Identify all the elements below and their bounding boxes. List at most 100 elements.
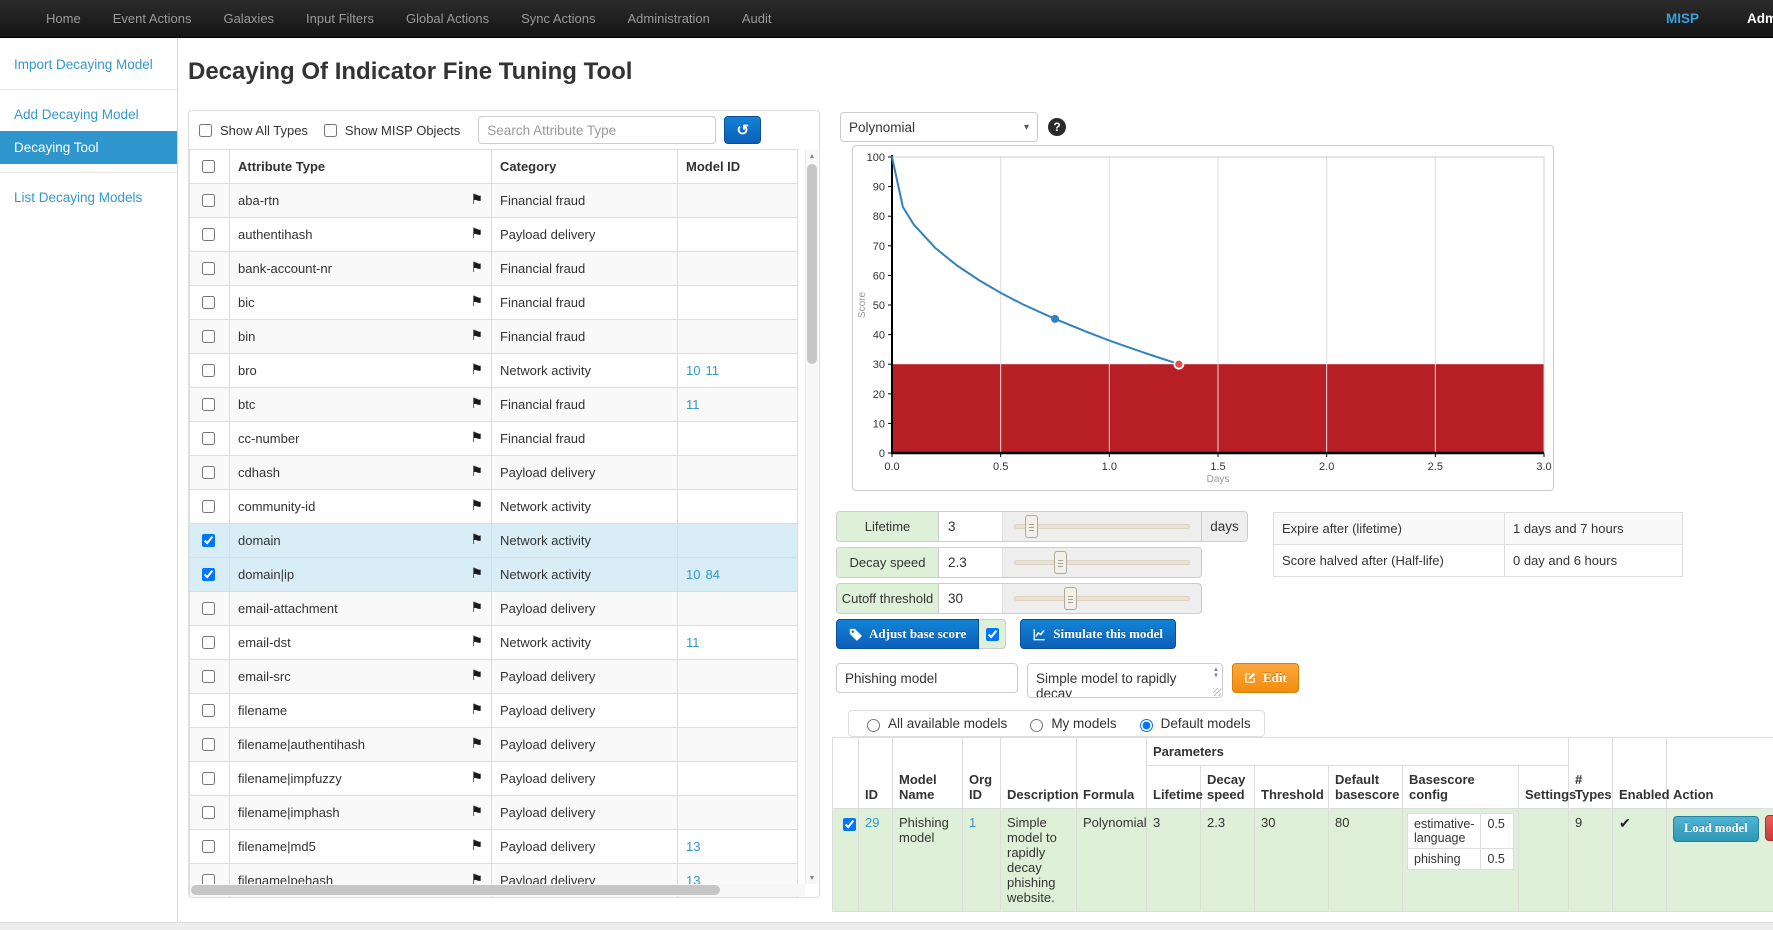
model-id-link-11[interactable]: 11 — [686, 635, 700, 650]
adjust-base-score-checkbox[interactable] — [986, 628, 999, 641]
formula-select[interactable]: Polynomial ▾ — [840, 112, 1038, 142]
nav-item-administration[interactable]: Administration — [612, 11, 726, 26]
model-id-link[interactable]: 29 — [865, 815, 879, 830]
lifetime-slider[interactable] — [1003, 512, 1201, 541]
show-all-types-checkbox[interactable] — [199, 124, 212, 137]
sidebar-item-decaying-tool[interactable]: Decaying Tool — [0, 131, 177, 164]
textarea-scroll-arrows[interactable]: ▲ ▼ — [1213, 667, 1219, 679]
nav-item-galaxies[interactable]: Galaxies — [207, 11, 290, 26]
radio-my-models[interactable] — [1030, 719, 1043, 732]
load-model-button[interactable]: Load model — [1673, 816, 1759, 842]
attribute-checkbox-filename-impfuzzy[interactable] — [202, 772, 215, 785]
attribute-checkbox-bank-account-nr[interactable] — [202, 262, 215, 275]
nav-item-global-actions[interactable]: Global Actions — [390, 11, 505, 26]
adjust-base-score-label: Adjust base score — [869, 626, 966, 642]
cutoff-threshold-slider[interactable] — [1003, 584, 1201, 613]
attribute-checkbox-filename[interactable] — [202, 704, 215, 717]
attribute-model-id-cell: 11 — [678, 626, 798, 660]
model-id-link-13[interactable]: 13 — [686, 839, 700, 854]
attribute-type-label: bin — [238, 329, 255, 344]
attribute-checkbox-email-dst[interactable] — [202, 636, 215, 649]
scroll-down-icon[interactable]: ▼ — [806, 872, 818, 884]
attribute-checkbox-filename-imphash[interactable] — [202, 806, 215, 819]
cutoff-threshold-value-input[interactable]: 30 — [939, 584, 1003, 613]
attribute-table-header: Attribute Type Category Model ID — [190, 150, 798, 184]
attribute-table-vertical-scrollbar[interactable]: ▲ ▼ — [805, 150, 818, 884]
vertical-scrollbar-thumb[interactable] — [807, 164, 817, 364]
model-form: Simple model to rapidly decay ▲ ▼ Edit — [836, 663, 1299, 698]
attribute-row-checkbox-cell — [190, 524, 230, 558]
window-bottom-scrollbar[interactable] — [0, 922, 1773, 930]
select-all-checkbox[interactable] — [202, 160, 215, 173]
admin-menu[interactable]: Admin — [1747, 11, 1773, 26]
attribute-checkbox-cc-number[interactable] — [202, 432, 215, 445]
attribute-row-filename-sha1: filename|sha1⚑Payload delivery13 — [190, 898, 798, 899]
nav-item-event-actions[interactable]: Event Actions — [97, 11, 208, 26]
col-settings: Settings — [1519, 766, 1569, 809]
attribute-checkbox-community-id[interactable] — [202, 500, 215, 513]
edit-model-button[interactable]: Edit — [1232, 663, 1299, 693]
lifetime-value-input[interactable]: 3 — [939, 512, 1003, 541]
cutoff-threshold-slider-handle[interactable] — [1064, 587, 1077, 610]
attribute-type-label: authentihash — [238, 227, 312, 242]
attribute-checkbox-authentihash[interactable] — [202, 228, 215, 241]
attribute-checkbox-bro[interactable] — [202, 364, 215, 377]
nav-item-sync-actions[interactable]: Sync Actions — [505, 11, 611, 26]
attribute-row-cc-number: cc-number⚑Financial fraud — [190, 422, 798, 456]
nav-item-audit[interactable]: Audit — [726, 11, 788, 26]
decay-speed-slider-handle[interactable] — [1054, 551, 1067, 574]
radio-all-available-models[interactable] — [867, 719, 880, 732]
misp-brand-link[interactable]: MISP — [1666, 11, 1699, 26]
search-attribute-input[interactable] — [478, 116, 716, 144]
attribute-checkbox-filename-authentihash[interactable] — [202, 738, 215, 751]
attribute-checkbox-btc[interactable] — [202, 398, 215, 411]
help-icon[interactable]: ? — [1048, 118, 1066, 136]
model-id-link-84[interactable]: 84 — [705, 567, 719, 582]
scroll-up-icon[interactable]: ▲ — [806, 150, 818, 162]
model-id-link-11[interactable]: 11 — [686, 397, 700, 412]
sidebar-item-list-decaying-models[interactable]: List Decaying Models — [0, 181, 177, 214]
adjust-base-score-button[interactable]: Adjust base score — [836, 619, 979, 649]
sidebar-item-import-decaying-model[interactable]: Import Decaying Model — [0, 48, 177, 81]
decay-speed-slider-track[interactable] — [1014, 560, 1190, 565]
model-id-link-10[interactable]: 10 — [686, 567, 700, 582]
attribute-checkbox-email-src[interactable] — [202, 670, 215, 683]
nav-item-input-filters[interactable]: Input Filters — [290, 11, 390, 26]
nav-item-home[interactable]: Home — [30, 11, 97, 26]
show-misp-objects-checkbox[interactable] — [324, 124, 337, 137]
org-id-link[interactable]: 1 — [969, 815, 976, 830]
simulate-model-button[interactable]: Simulate this model — [1020, 619, 1176, 649]
model-id-link-10[interactable]: 10 — [686, 363, 700, 378]
lifetime-slider-track[interactable] — [1014, 524, 1190, 529]
lifetime-slider-handle[interactable] — [1025, 515, 1038, 538]
horizontal-scrollbar-thumb[interactable] — [191, 885, 720, 895]
attribute-checkbox-domain-ip[interactable] — [202, 568, 215, 581]
attribute-checkbox-bin[interactable] — [202, 330, 215, 343]
attribute-type-cell: cdhash⚑ — [230, 456, 492, 490]
decay-speed-slider[interactable] — [1003, 548, 1201, 577]
sidebar-item-add-decaying-model[interactable]: Add Decaying Model — [0, 98, 177, 131]
attribute-checkbox-domain[interactable] — [202, 534, 215, 547]
model-description-textarea[interactable]: Simple model to rapidly decay ▲ ▼ — [1027, 663, 1223, 698]
attribute-row-filename-impfuzzy: filename|impfuzzy⚑Payload delivery — [190, 762, 798, 796]
attribute-row-checkbox-cell — [190, 456, 230, 490]
disable-model-button[interactable] — [1765, 815, 1773, 841]
resize-handle-icon[interactable] — [1213, 688, 1221, 696]
attribute-checkbox-email-attachment[interactable] — [202, 602, 215, 615]
model-row-checkbox[interactable] — [843, 818, 856, 831]
expiration-info-table: Expire after (lifetime)1 days and 7 hour… — [1273, 512, 1683, 577]
model-name-input[interactable] — [836, 663, 1018, 693]
attribute-checkbox-bic[interactable] — [202, 296, 215, 309]
radio-default-models[interactable] — [1140, 719, 1153, 732]
model-id-link-11[interactable]: 11 — [705, 363, 719, 378]
flag-icon: ⚑ — [470, 431, 483, 444]
info-row-score-halved-after-half-life: Score halved after (Half-life)0 day and … — [1274, 545, 1683, 577]
attribute-checkbox-cdhash[interactable] — [202, 466, 215, 479]
attribute-checkbox-filename-md5[interactable] — [202, 840, 215, 853]
refresh-search-button[interactable]: ↺ — [724, 116, 761, 144]
attribute-table-horizontal-scrollbar[interactable] — [190, 884, 805, 896]
cutoff-threshold-slider-track[interactable] — [1014, 596, 1190, 601]
decay-speed-value-input[interactable]: 2.3 — [939, 548, 1003, 577]
spin-down-icon[interactable]: ▼ — [1213, 673, 1219, 679]
attribute-checkbox-aba-rtn[interactable] — [202, 194, 215, 207]
